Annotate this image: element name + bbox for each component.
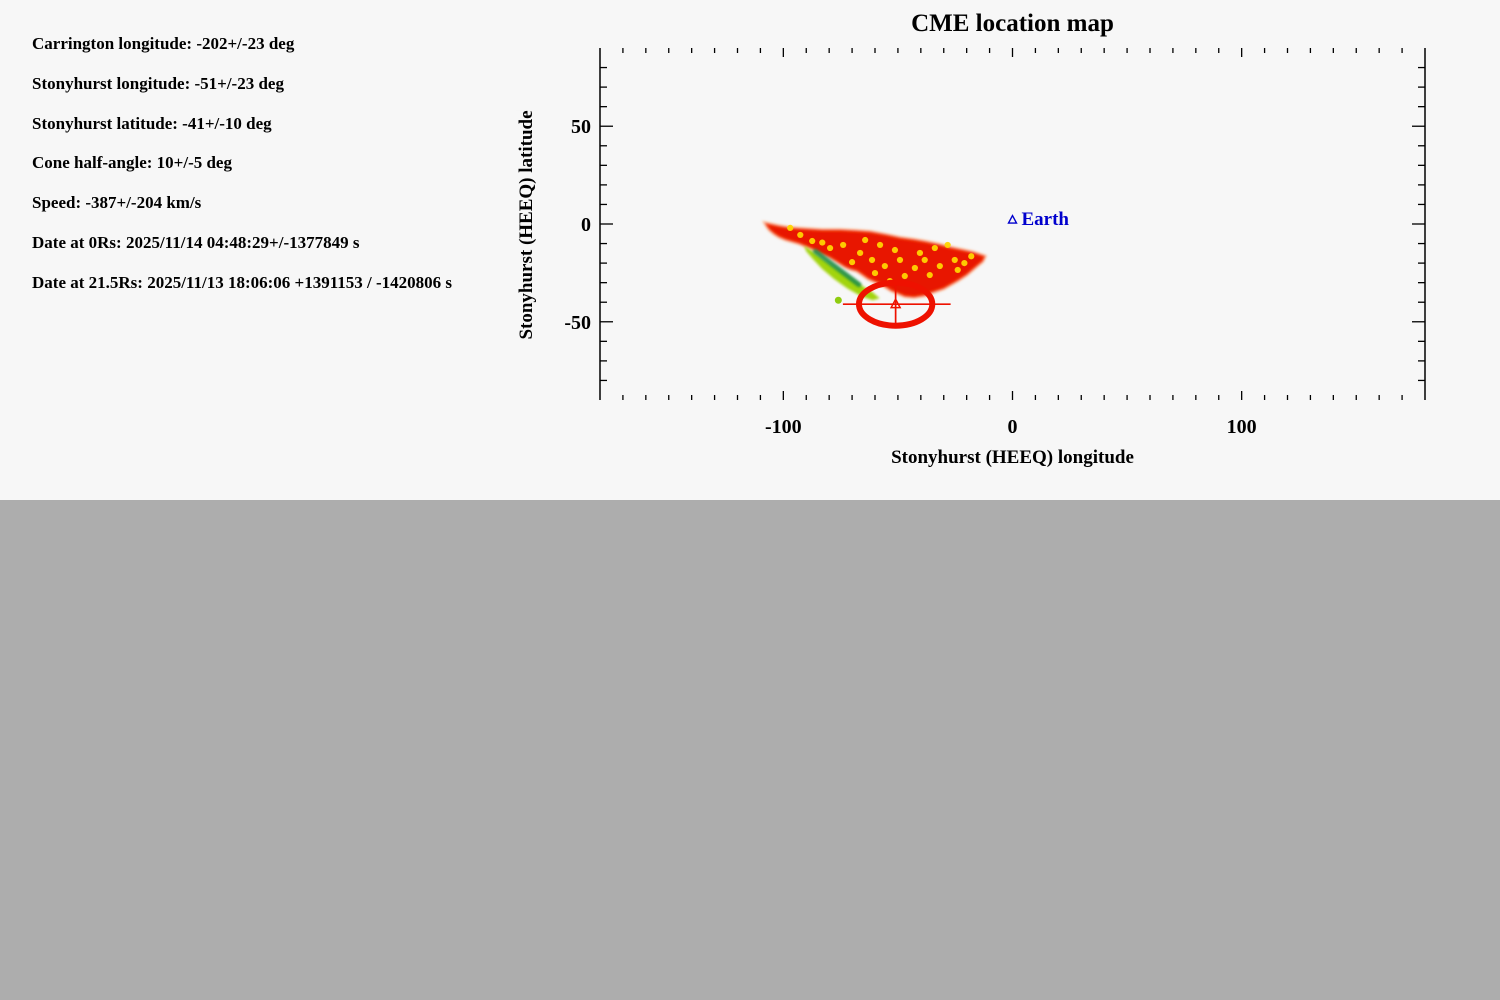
cme-parameter-line: Stonyhurst longitude: -51+/-23 deg xyxy=(32,74,284,93)
svg-text:-50: -50 xyxy=(564,312,591,334)
cme-parameter-line: Cone half-angle: 10+/-5 deg xyxy=(32,153,232,172)
x-axis-label: Stonyhurst (HEEQ) longitude xyxy=(891,447,1134,468)
svg-text:50: 50 xyxy=(571,116,591,138)
cme-location-plot: -100 0 100 -50 0 50 Earth xyxy=(564,48,1426,438)
cme-parameter-line: Date at 0Rs: 2025/11/14 04:48:29+/-13778… xyxy=(32,233,360,252)
svg-text:0: 0 xyxy=(581,214,591,236)
svg-text:-100: -100 xyxy=(765,416,802,438)
y-axis-label: Stonyhurst (HEEQ) latitude xyxy=(516,110,538,340)
cme-parameter-line: Speed: -387+/-204 km/s xyxy=(32,193,202,212)
cme-fit-ellipse xyxy=(855,279,936,329)
earth-marker xyxy=(1007,214,1018,224)
cme-parameter-line: Date at 21.5Rs: 2025/11/13 18:06:06 +139… xyxy=(32,273,453,292)
svg-text:0: 0 xyxy=(1008,416,1018,438)
cme-parameter-line: Stonyhurst latitude: -41+/-10 deg xyxy=(32,114,272,133)
svg-text:100: 100 xyxy=(1227,416,1257,438)
plot-panel: Carrington longitude: -202+/-23 deg Ston… xyxy=(0,0,1500,500)
plot-title: CME location map xyxy=(911,10,1114,37)
cme-parameter-line: Carrington longitude: -202+/-23 deg xyxy=(32,34,295,53)
earth-label: Earth xyxy=(1022,209,1070,230)
coronagraph-strip: c2 2025/11/14 01:25:52 c3 2025/11/14 01:… xyxy=(0,500,1500,1000)
